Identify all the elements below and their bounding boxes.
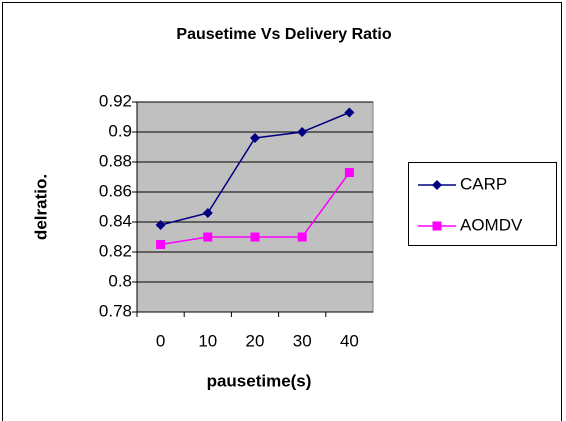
x-axis-label: pausetime(s) <box>207 371 312 390</box>
y-tick-label: 0.86 <box>99 181 132 200</box>
y-axis-label: delratio. <box>31 174 50 240</box>
x-tick-label: 0 <box>156 331 165 350</box>
y-tick-label: 0.84 <box>99 211 132 230</box>
data-point <box>156 240 166 249</box>
x-tick-label: 10 <box>198 331 217 350</box>
legend-label: CARP <box>460 174 507 193</box>
data-point <box>297 127 308 137</box>
y-tick-label: 0.9 <box>108 121 132 140</box>
y-tick-label: 0.88 <box>99 151 132 170</box>
legend-box <box>408 162 557 246</box>
data-point <box>250 232 260 242</box>
x-tick-label: 30 <box>293 331 312 350</box>
data-point <box>155 220 166 230</box>
x-tick-label: 40 <box>340 331 359 350</box>
legend-marker <box>432 221 442 231</box>
data-point <box>344 107 355 118</box>
legend-label: AOMDV <box>460 215 523 234</box>
y-tick-label: 0.82 <box>99 241 132 260</box>
chart-title: Pausetime Vs Delivery Ratio <box>176 26 391 43</box>
data-point <box>202 208 213 218</box>
legend-marker <box>432 180 442 190</box>
data-point <box>250 133 260 143</box>
y-tick-label: 0.8 <box>108 271 132 290</box>
x-tick-label: 20 <box>246 331 265 350</box>
data-point <box>203 232 213 242</box>
data-point <box>297 232 307 242</box>
y-tick-label: 0.78 <box>99 301 132 320</box>
y-tick-label: 0.92 <box>99 91 132 110</box>
data-point <box>344 168 354 177</box>
